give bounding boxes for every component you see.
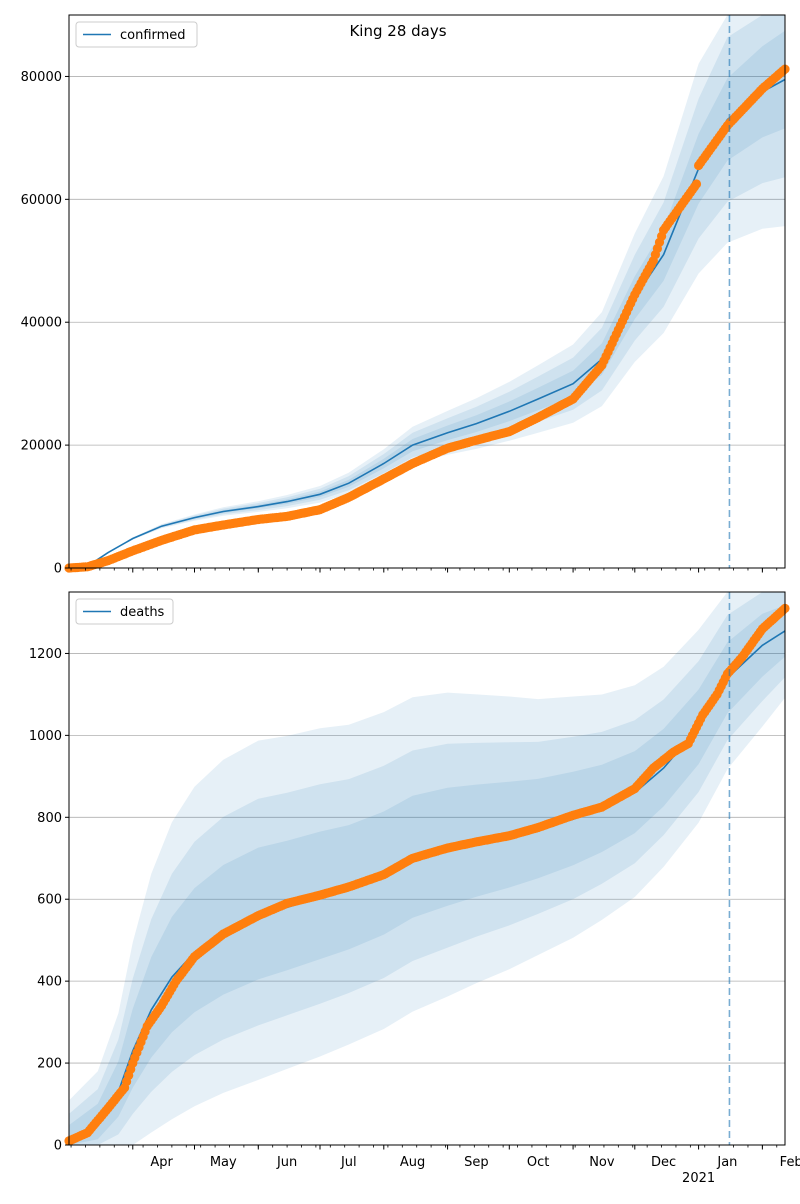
legend-box — [75, 598, 174, 625]
x-year-label: 2021 — [682, 1171, 715, 1186]
plot-panel-2: 0 200 400 600 800 1000 1200 Apr May Jun Jul Aug Sep O… — [29, 591, 800, 1186]
y-tick-label: 1200 — [29, 647, 62, 662]
axes-frame — [68, 591, 786, 1146]
y-tick-label: 20000 — [21, 439, 62, 454]
data-point — [691, 179, 702, 189]
x-tick-label: Apr — [150, 1155, 173, 1170]
x-tick-label: Jun — [276, 1155, 297, 1170]
confidence-band — [69, 592, 785, 1145]
y-tick-label: 800 — [37, 811, 62, 826]
y-tick-label: 40000 — [21, 316, 62, 331]
confidence-band — [69, 15, 785, 568]
x-tick-label: Jan — [716, 1155, 737, 1170]
y-tick-label: 0 — [54, 562, 62, 577]
y-tick-label: 1000 — [29, 729, 62, 744]
y-tick-label: 200 — [37, 1057, 62, 1072]
plot-panel-1: 0 20000 40000 60000 80000 confirmed King 28 da… — [21, 14, 790, 577]
confidence-band — [69, 15, 785, 568]
y-tick-label: 0 — [54, 1139, 62, 1154]
confidence-band — [69, 605, 785, 1145]
series-line-confirmed — [68, 78, 786, 569]
y-tick-label: 600 — [37, 893, 62, 908]
x-tick-label: May — [210, 1155, 237, 1170]
y-tick-label: 60000 — [21, 193, 62, 208]
confidence-band — [69, 592, 785, 1145]
legend-label: confirmed — [120, 28, 186, 43]
y-tick-label: 400 — [37, 975, 62, 990]
axes-frame — [68, 14, 786, 569]
legend-box — [75, 21, 198, 48]
chart-title: King 28 days — [349, 22, 446, 40]
x-tick-label: Nov — [589, 1155, 615, 1170]
x-tick-label: Sep — [464, 1155, 489, 1170]
x-tick-label: Dec — [651, 1155, 676, 1170]
x-tick-label: Jul — [340, 1155, 357, 1170]
confidence-band — [69, 30, 785, 568]
legend-label: deaths — [120, 605, 165, 620]
x-tick-label: Oct — [527, 1155, 549, 1170]
y-tick-label: 80000 — [21, 70, 62, 85]
x-tick-label: Aug — [400, 1155, 425, 1170]
x-tick-label: Feb — [780, 1155, 800, 1170]
